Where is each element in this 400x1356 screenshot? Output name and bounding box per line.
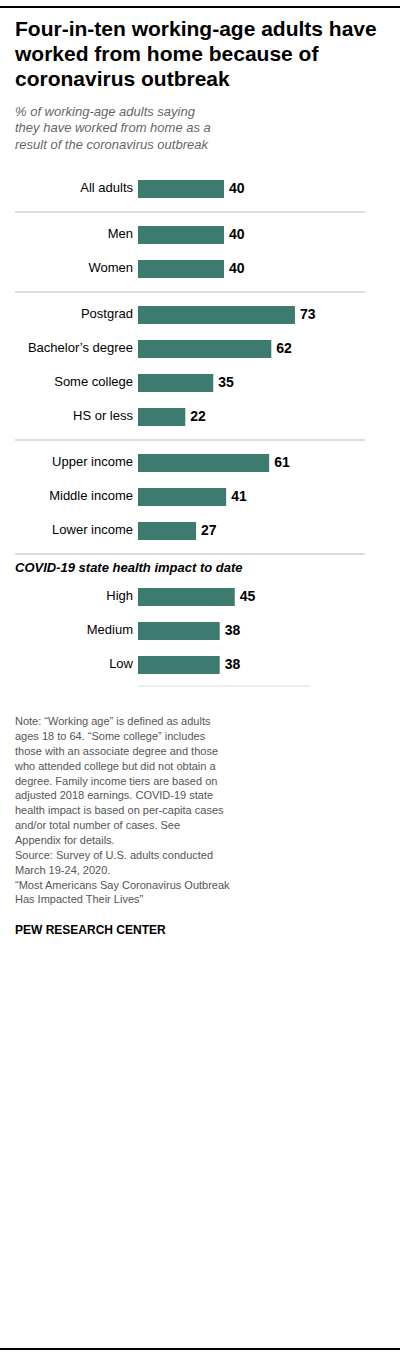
- category-label: High: [106, 589, 133, 604]
- data-label: 73: [300, 306, 316, 322]
- group-divider: [15, 292, 365, 293]
- bar: [138, 488, 226, 506]
- group-divider: [15, 212, 365, 213]
- bar: [138, 408, 185, 426]
- bar: [138, 374, 213, 392]
- subtitle: % of working-age adults saying they have…: [15, 104, 385, 155]
- data-label: 22: [190, 408, 206, 424]
- bar: [138, 656, 220, 674]
- category-label: Postgrad: [81, 307, 133, 322]
- category-label: Men: [108, 227, 133, 242]
- bar: [138, 306, 295, 324]
- data-label: 38: [225, 622, 241, 638]
- data-label: 41: [231, 488, 247, 504]
- category-label: Lower income: [52, 523, 133, 538]
- data-label: 45: [240, 588, 256, 604]
- bar: [138, 622, 220, 640]
- category-label: Medium: [87, 623, 133, 638]
- bottom-rule: [0, 1348, 400, 1350]
- group-divider: [15, 554, 365, 555]
- annotation: COVID-19 state health impact to date: [15, 560, 243, 575]
- category-label: Women: [88, 261, 133, 276]
- data-label: 38: [225, 656, 241, 672]
- bar: [138, 260, 224, 278]
- bar: [138, 226, 224, 244]
- data-label: 40: [229, 260, 245, 276]
- bar: [138, 340, 271, 358]
- chart-svg: COVID-19 state health impact to dateAll …: [15, 168, 385, 696]
- category-label: Bachelor’s degree: [28, 341, 133, 356]
- chart: COVID-19 state health impact to dateAll …: [15, 168, 385, 700]
- data-label: 61: [274, 454, 290, 470]
- credit: PEW RESEARCH CENTER: [15, 923, 385, 937]
- category-label: Some college: [54, 375, 133, 390]
- data-label: 35: [218, 374, 234, 390]
- labels: All adults 40 Men 40 Women 40 Postgrad 73 Bachel…: [28, 180, 316, 672]
- bar: [138, 588, 235, 606]
- x-axis-line: [138, 686, 310, 687]
- title: Four-in-ten working-age adults have work…: [15, 16, 385, 92]
- data-label: 62: [276, 340, 292, 356]
- group-divider: [15, 440, 365, 441]
- data-label: 40: [229, 180, 245, 196]
- data-label: 40: [229, 226, 245, 242]
- bars: [138, 180, 295, 674]
- category-label: Low: [109, 657, 133, 672]
- note: Note: “Working age” is defined as adults…: [15, 714, 385, 907]
- bar: [138, 522, 196, 540]
- bar: [138, 454, 269, 472]
- top-rule: [0, 6, 400, 8]
- data-label: 27: [201, 522, 217, 538]
- category-label: Middle income: [49, 489, 133, 504]
- category-label: Upper income: [52, 455, 133, 470]
- category-label: HS or less: [73, 409, 133, 424]
- category-label: All adults: [80, 181, 133, 196]
- bar: [138, 180, 224, 198]
